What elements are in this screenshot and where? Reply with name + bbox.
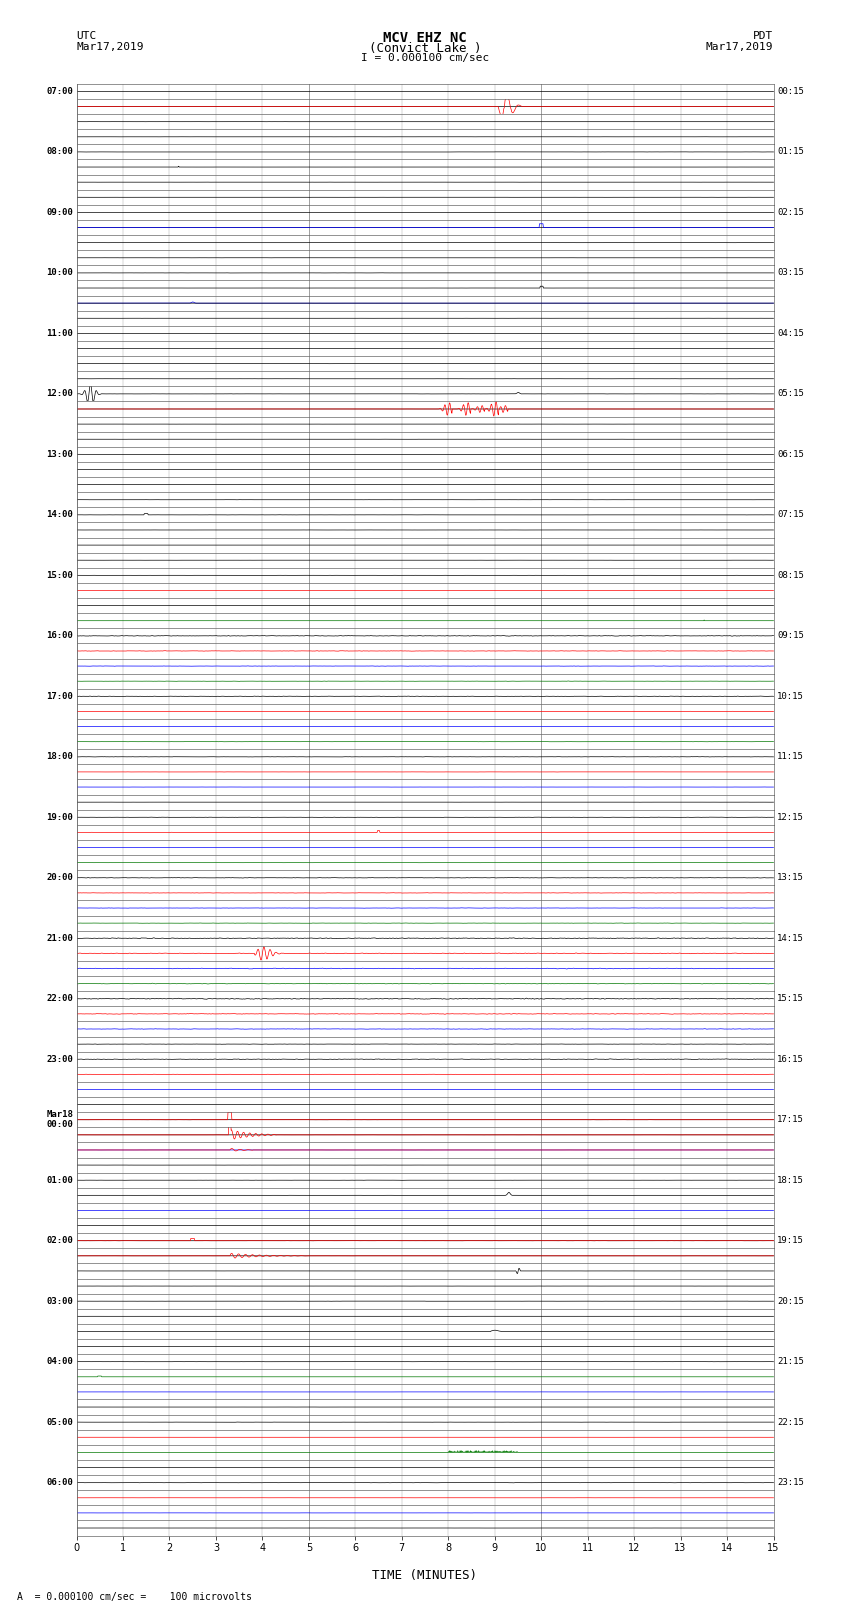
Text: 12:15: 12:15 <box>777 813 804 821</box>
Text: 05:00: 05:00 <box>46 1418 73 1426</box>
Text: 02:15: 02:15 <box>777 208 804 216</box>
Text: 02:00: 02:00 <box>46 1236 73 1245</box>
Text: 08:15: 08:15 <box>777 571 804 579</box>
Text: 22:00: 22:00 <box>46 994 73 1003</box>
Text: 09:00: 09:00 <box>46 208 73 216</box>
Text: PDT: PDT <box>753 31 774 40</box>
Text: 09:15: 09:15 <box>777 631 804 640</box>
Text: 16:00: 16:00 <box>46 631 73 640</box>
Text: 15:00: 15:00 <box>46 571 73 579</box>
Text: 16:15: 16:15 <box>777 1055 804 1063</box>
Text: 19:00: 19:00 <box>46 813 73 821</box>
Text: 17:15: 17:15 <box>777 1115 804 1124</box>
Text: 04:00: 04:00 <box>46 1357 73 1366</box>
Text: 13:15: 13:15 <box>777 873 804 882</box>
Text: 03:15: 03:15 <box>777 268 804 277</box>
Text: I = 0.000100 cm/sec: I = 0.000100 cm/sec <box>361 53 489 63</box>
Text: 23:00: 23:00 <box>46 1055 73 1063</box>
Text: 10:00: 10:00 <box>46 268 73 277</box>
Text: 05:15: 05:15 <box>777 389 804 398</box>
Text: 20:15: 20:15 <box>777 1297 804 1305</box>
Text: 21:00: 21:00 <box>46 934 73 942</box>
Text: 01:00: 01:00 <box>46 1176 73 1184</box>
Text: 15:15: 15:15 <box>777 994 804 1003</box>
Text: 20:00: 20:00 <box>46 873 73 882</box>
Text: 23:15: 23:15 <box>777 1478 804 1487</box>
Text: 14:15: 14:15 <box>777 934 804 942</box>
Text: TIME (MINUTES): TIME (MINUTES) <box>372 1569 478 1582</box>
Text: 21:15: 21:15 <box>777 1357 804 1366</box>
Text: 06:00: 06:00 <box>46 1478 73 1487</box>
Text: 04:15: 04:15 <box>777 329 804 337</box>
Text: 01:15: 01:15 <box>777 147 804 156</box>
Text: Mar17,2019: Mar17,2019 <box>706 42 774 52</box>
Text: 06:15: 06:15 <box>777 450 804 458</box>
Text: 10:15: 10:15 <box>777 692 804 700</box>
Text: MCV EHZ NC: MCV EHZ NC <box>383 31 467 45</box>
Text: 11:15: 11:15 <box>777 752 804 761</box>
Text: 12:00: 12:00 <box>46 389 73 398</box>
Text: 18:15: 18:15 <box>777 1176 804 1184</box>
Text: (Convict Lake ): (Convict Lake ) <box>369 42 481 55</box>
Text: UTC: UTC <box>76 31 97 40</box>
Text: 14:00: 14:00 <box>46 510 73 519</box>
Text: 07:00: 07:00 <box>46 87 73 95</box>
Text: 08:00: 08:00 <box>46 147 73 156</box>
Text: Mar17,2019: Mar17,2019 <box>76 42 144 52</box>
Text: Mar18
00:00: Mar18 00:00 <box>46 1110 73 1129</box>
Text: 11:00: 11:00 <box>46 329 73 337</box>
Text: 22:15: 22:15 <box>777 1418 804 1426</box>
Text: 07:15: 07:15 <box>777 510 804 519</box>
Text: A  = 0.000100 cm/sec =    100 microvolts: A = 0.000100 cm/sec = 100 microvolts <box>17 1592 252 1602</box>
Text: 18:00: 18:00 <box>46 752 73 761</box>
Text: 03:00: 03:00 <box>46 1297 73 1305</box>
Text: 17:00: 17:00 <box>46 692 73 700</box>
Text: 00:15: 00:15 <box>777 87 804 95</box>
Text: 19:15: 19:15 <box>777 1236 804 1245</box>
Text: 13:00: 13:00 <box>46 450 73 458</box>
